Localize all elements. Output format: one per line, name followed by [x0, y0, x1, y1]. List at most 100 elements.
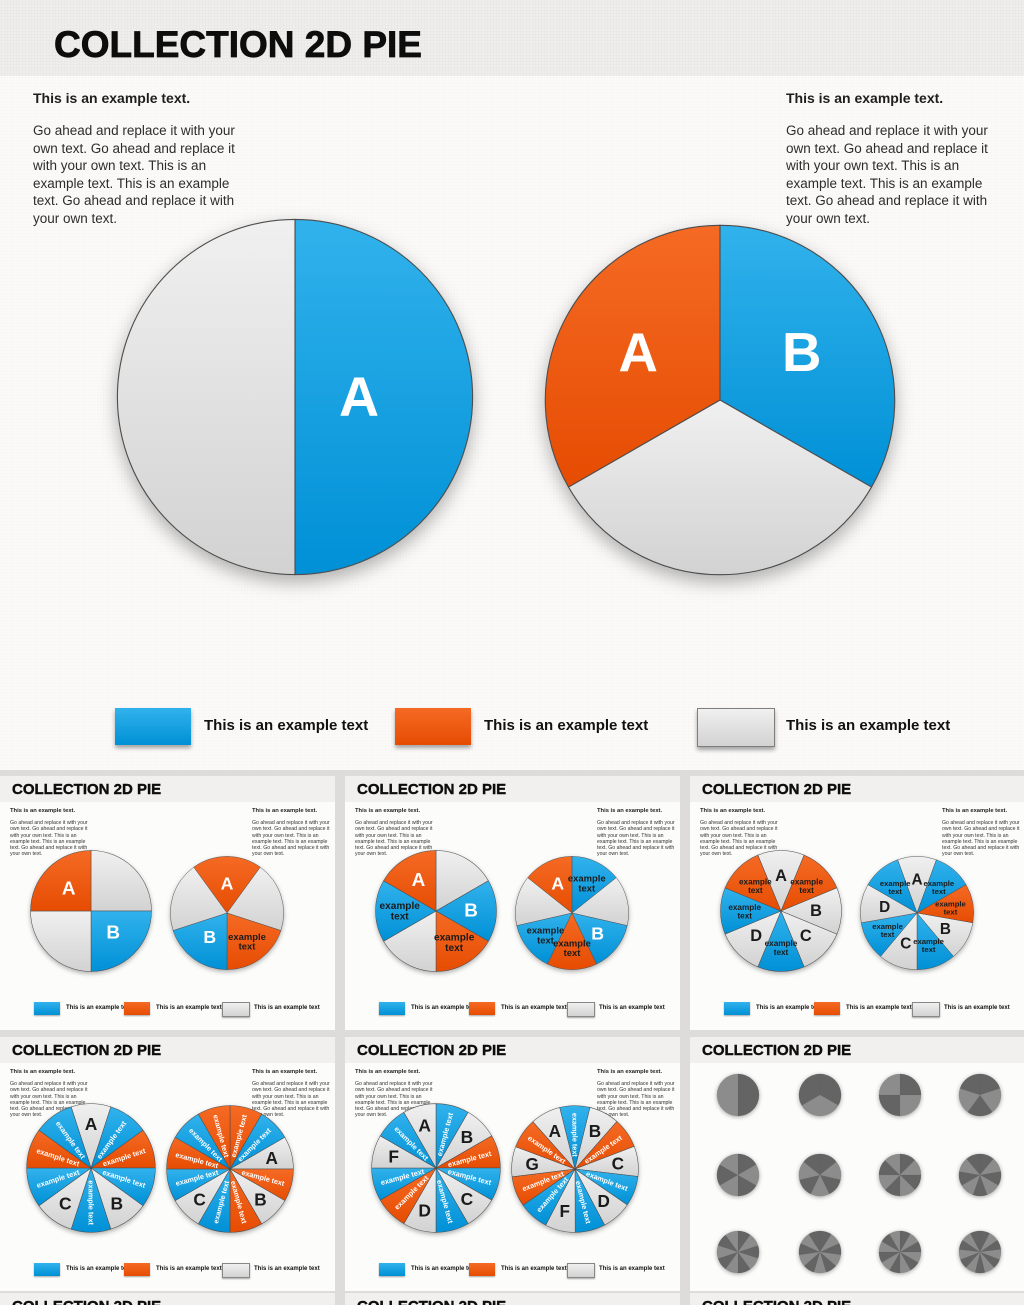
- thumbnail-text-heading-left: This is an example text.: [10, 808, 76, 814]
- thumbnail-legend-label: This is an example text: [846, 1005, 912, 1011]
- text-block-body-right: Go ahead and replace it with your own te…: [786, 123, 988, 226]
- legend-label: This is an example text: [786, 717, 951, 734]
- thumbnail-legend-label: This is an example text: [254, 1005, 320, 1011]
- main-slide: This is an example text. Go ahead and re…: [0, 76, 1024, 770]
- svg-text:B: B: [810, 902, 822, 920]
- thumbnail-header-band: COLLECTION 2D PIE: [0, 1037, 335, 1063]
- thumbnail-slide[interactable]: COLLECTION 2D PIE: [690, 1037, 1024, 1291]
- thumbnail-text-heading-left: This is an example text.: [700, 808, 766, 814]
- svg-text:A: A: [619, 322, 658, 383]
- thumbnail-text-heading-left: This is an example text.: [355, 1069, 421, 1075]
- thumbnail-legend-swatch-blue: [724, 1002, 750, 1015]
- thumbnail-slide[interactable]: COLLECTION 2D PIE This is an example text…: [0, 776, 335, 1030]
- thumbnail-header-band: COLLECTION 2D PIE: [345, 1037, 680, 1063]
- pie-svg: [716, 1153, 760, 1197]
- pie-svg: [958, 1153, 1002, 1197]
- thumbnail-legend-label: This is an example text: [501, 1266, 567, 1272]
- mini-gray-pie: [878, 1230, 922, 1274]
- thumbnail-legend-swatch-orange: [469, 1002, 495, 1015]
- thumbnail-legend-label: This is an example text: [599, 1266, 665, 1272]
- pie-svg: BA: [544, 224, 896, 576]
- svg-text:A: A: [265, 1148, 277, 1168]
- thumbnail-legend-swatch-orange: [124, 1002, 150, 1015]
- thumbnail-header-band: COLLECTION 2D PIE: [690, 1293, 1024, 1305]
- thumbnail-slide[interactable]: COLLECTION 2D PIE This is an example text…: [345, 1037, 680, 1291]
- thumbnail-slide-partial[interactable]: COLLECTION 2D PIE: [690, 1293, 1024, 1305]
- thumbnail-text-heading-right: This is an example text.: [942, 808, 1008, 814]
- legend-swatch-blue: [115, 708, 191, 745]
- thumbnail-legend-label: This is an example text: [756, 1005, 822, 1011]
- svg-text:B: B: [589, 1121, 601, 1141]
- thumbnail-slide[interactable]: COLLECTION 2D PIE This is an example text…: [0, 1037, 335, 1291]
- thumbnail-text-heading-left: This is an example text.: [355, 808, 421, 814]
- thumbnail-header-band: COLLECTION 2D PIE: [345, 776, 680, 802]
- thumbnail-title: COLLECTION 2D PIE: [12, 1298, 162, 1305]
- mini-gray-pie: [958, 1153, 1002, 1197]
- thumbnail-text-body-left: Go ahead and replace it with your own te…: [355, 820, 433, 858]
- thumbnail-slide[interactable]: COLLECTION 2D PIE This is an example text…: [345, 776, 680, 1030]
- svg-text:F: F: [560, 1201, 570, 1221]
- svg-text:D: D: [418, 1200, 431, 1220]
- svg-text:A: A: [62, 878, 76, 899]
- thumbnail-legend-label: This is an example text: [66, 1266, 132, 1272]
- thumbnail-legend-label: This is an example text: [599, 1005, 665, 1011]
- svg-text:A: A: [412, 870, 426, 891]
- svg-text:example text: example text: [570, 1113, 579, 1158]
- pie-svg: [878, 1073, 922, 1117]
- pie-svg: A: [116, 218, 474, 576]
- thumbnail-legend-swatch-gray: [222, 1002, 250, 1017]
- legend-swatch-gray: [697, 708, 775, 747]
- svg-text:C: C: [461, 1189, 474, 1209]
- thumbnail-text-body-right: Go ahead and replace it with your own te…: [597, 1081, 675, 1119]
- svg-text:D: D: [597, 1191, 609, 1211]
- svg-text:F: F: [388, 1147, 399, 1167]
- mini-gray-pie: [716, 1153, 760, 1197]
- svg-text:B: B: [461, 1127, 474, 1147]
- thumbnail-title: COLLECTION 2D PIE: [702, 1298, 852, 1305]
- page-title: COLLECTION 2D PIE: [54, 24, 423, 66]
- thumbnail-text-heading-right: This is an example text.: [252, 808, 318, 814]
- pie-svg: [716, 1230, 760, 1274]
- thumbnail-title: COLLECTION 2D PIE: [12, 1042, 162, 1059]
- mini-gray-pie: [716, 1073, 760, 1117]
- thumbnail-legend-swatch-orange: [124, 1263, 150, 1276]
- thumbnail-legend-label: This is an example text: [254, 1266, 320, 1272]
- thumbnail-text-body-right: Go ahead and replace it with your own te…: [252, 1081, 330, 1119]
- thumbnail-text-body-right: Go ahead and replace it with your own te…: [252, 820, 330, 858]
- thumbnail-legend-label: This is an example text: [411, 1266, 477, 1272]
- svg-text:C: C: [800, 927, 812, 945]
- mini-gray-pie: [798, 1073, 842, 1117]
- pie-svg: [958, 1230, 1002, 1274]
- thumbnail-slide[interactable]: COLLECTION 2D PIE This is an example text…: [690, 776, 1024, 1030]
- pie-svg: [798, 1153, 842, 1197]
- svg-text:A: A: [549, 1121, 561, 1141]
- thumbnail-legend-swatch-blue: [379, 1263, 405, 1276]
- thumbnail-title: COLLECTION 2D PIE: [357, 1042, 507, 1059]
- thumbnail-slide-partial[interactable]: COLLECTION 2D PIE: [345, 1293, 680, 1305]
- svg-text:B: B: [782, 322, 821, 383]
- svg-text:A: A: [221, 874, 234, 894]
- thumbnail-title: COLLECTION 2D PIE: [357, 1298, 507, 1305]
- thumbnail-title: COLLECTION 2D PIE: [702, 1042, 852, 1059]
- thumbnail-text-body-right: Go ahead and replace it with your own te…: [597, 820, 675, 858]
- thumbnail-legend-swatch-blue: [34, 1263, 60, 1276]
- thumbnail-text-body-left: Go ahead and replace it with your own te…: [10, 1081, 88, 1119]
- thumbnail-slide-partial[interactable]: COLLECTION 2D PIE: [0, 1293, 335, 1305]
- pie-chart-two-segments: A: [110, 212, 480, 582]
- thumbnail-legend-label: This is an example text: [501, 1005, 567, 1011]
- thumbnail-legend-label: This is an example text: [66, 1005, 132, 1011]
- thumbnail-legend-label: This is an example text: [411, 1005, 477, 1011]
